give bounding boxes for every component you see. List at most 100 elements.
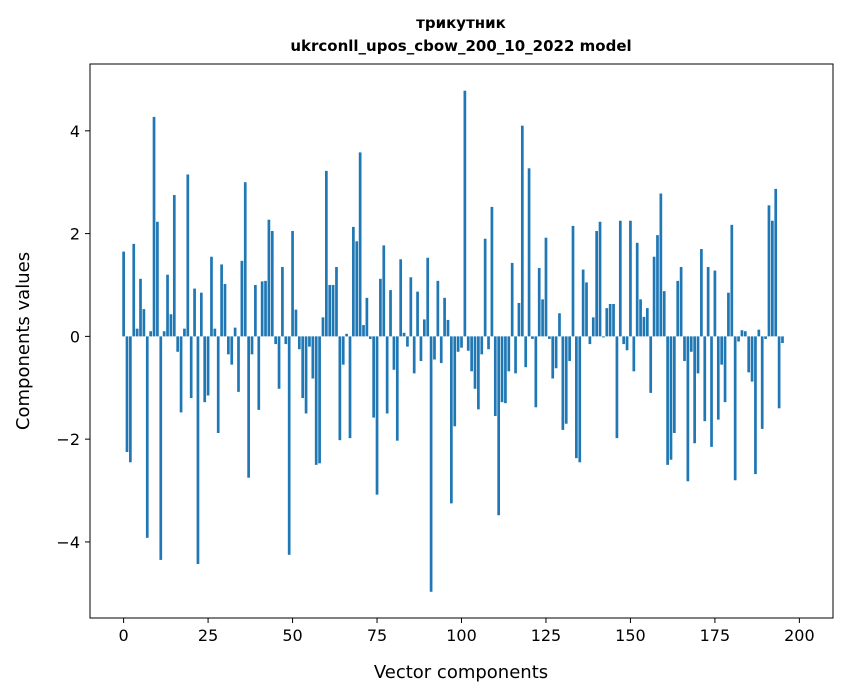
bar-107	[483, 238, 487, 337]
bar-141	[598, 221, 602, 337]
bar-117	[517, 302, 521, 337]
bar-111	[497, 336, 501, 516]
bar-157	[652, 256, 656, 337]
bar-42	[264, 280, 267, 337]
bar-169	[693, 336, 696, 444]
bar-50	[291, 231, 294, 337]
bar-158	[656, 235, 659, 337]
bar-181	[733, 336, 737, 481]
bar-58	[318, 336, 321, 464]
bar-110	[493, 336, 497, 417]
bar-32	[230, 336, 234, 365]
bar-64	[338, 336, 342, 441]
bar-18	[183, 328, 186, 337]
bar-104	[473, 336, 477, 389]
bar-5	[139, 278, 142, 337]
bar-175	[713, 270, 717, 337]
bar-26	[210, 256, 213, 337]
bar-78	[385, 336, 389, 414]
bar-149	[625, 336, 629, 351]
bar-6	[142, 309, 146, 337]
bar-109	[490, 206, 494, 337]
bar-62	[331, 284, 335, 337]
bar-151	[632, 336, 636, 372]
chart-title: трикутник	[416, 14, 506, 32]
bar-168	[689, 336, 693, 352]
bar-38	[250, 336, 254, 355]
y-axis-ticks: −4 −2 0 2 4	[56, 122, 90, 552]
bar-161	[666, 336, 669, 465]
bar-140	[595, 231, 598, 337]
bar-191	[767, 205, 771, 337]
bar-10	[156, 221, 159, 337]
x-tick-label: 50	[282, 626, 302, 645]
bar-172	[703, 336, 707, 422]
bar-156	[649, 336, 653, 393]
bar-series	[122, 90, 784, 592]
bar-103	[470, 336, 473, 372]
bar-190	[764, 336, 767, 339]
bar-131	[564, 336, 568, 424]
bar-82	[399, 259, 403, 337]
bar-27	[213, 328, 217, 337]
bar-162	[669, 336, 673, 460]
bar-2	[129, 336, 132, 463]
bar-118	[520, 125, 524, 337]
bar-187	[754, 336, 757, 475]
y-axis-label: Components values	[13, 252, 34, 430]
bar-15	[172, 195, 176, 337]
bar-120	[527, 168, 531, 337]
bar-102	[466, 336, 470, 351]
bar-37	[247, 336, 250, 478]
bar-159	[659, 193, 663, 337]
bar-123	[537, 268, 541, 337]
bar-29	[220, 264, 223, 337]
bar-12	[162, 331, 166, 337]
bar-171	[700, 249, 703, 337]
x-tick-label: 100	[446, 626, 477, 645]
bar-44	[270, 231, 274, 337]
bar-53	[301, 336, 305, 399]
bar-30	[223, 283, 227, 337]
bar-57	[314, 336, 318, 465]
bar-24	[203, 336, 207, 403]
bar-28	[216, 336, 220, 433]
x-tick-label: 25	[198, 626, 218, 645]
bar-48	[284, 336, 288, 345]
bar-14	[169, 314, 173, 337]
bar-112	[500, 336, 504, 403]
bar-3	[132, 243, 136, 337]
x-tick-label: 0	[119, 626, 129, 645]
bar-23	[199, 292, 203, 337]
bar-39	[254, 284, 257, 337]
bar-129	[558, 313, 561, 337]
bar-94	[439, 336, 443, 364]
bar-121	[531, 336, 534, 339]
bar-153	[639, 299, 642, 337]
bar-0	[122, 251, 125, 337]
bar-51	[294, 309, 298, 337]
bar-49	[287, 336, 291, 555]
bar-178	[723, 336, 727, 403]
bar-66	[345, 333, 348, 337]
x-axis-label: Vector components	[374, 662, 548, 683]
bar-165	[679, 267, 683, 337]
bar-185	[747, 336, 751, 373]
bar-19	[186, 174, 190, 337]
bar-184	[743, 331, 747, 337]
bar-60	[325, 170, 328, 337]
bar-145	[612, 304, 615, 337]
bar-72	[365, 297, 369, 337]
bar-88	[419, 336, 423, 362]
bar-137	[585, 282, 588, 337]
bar-155	[645, 308, 649, 337]
bar-100	[460, 336, 463, 348]
bar-52	[297, 336, 301, 350]
bar-180	[730, 224, 734, 337]
bar-136	[581, 269, 585, 337]
bar-186	[750, 336, 754, 382]
bar-96	[446, 319, 450, 337]
bar-164	[676, 280, 680, 337]
bar-152	[635, 242, 639, 337]
bar-125	[544, 237, 548, 337]
